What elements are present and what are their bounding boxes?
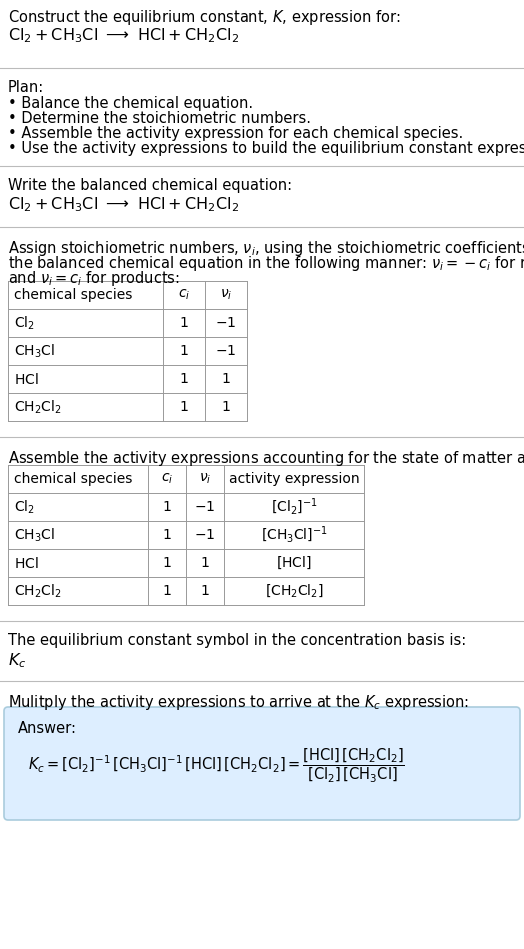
Text: 1: 1: [180, 344, 189, 358]
Text: $[\mathrm{CH_2Cl_2}]$: $[\mathrm{CH_2Cl_2}]$: [265, 583, 323, 600]
Text: Answer:: Answer:: [18, 721, 77, 736]
Text: 1: 1: [180, 316, 189, 330]
Text: $[\mathrm{Cl_2}]^{-1}$: $[\mathrm{Cl_2}]^{-1}$: [271, 496, 318, 517]
Text: $c_i$: $c_i$: [178, 288, 190, 302]
Text: $\mathrm{CH_2Cl_2}$: $\mathrm{CH_2Cl_2}$: [14, 583, 62, 600]
Text: • Determine the stoichiometric numbers.: • Determine the stoichiometric numbers.: [8, 111, 311, 126]
Text: 1: 1: [162, 556, 171, 570]
Text: Assemble the activity expressions accounting for the state of matter and $\nu_i$: Assemble the activity expressions accoun…: [8, 449, 524, 468]
Text: 1: 1: [162, 528, 171, 542]
Text: chemical species: chemical species: [14, 288, 133, 302]
Text: $\mathrm{CH_3Cl}$: $\mathrm{CH_3Cl}$: [14, 527, 55, 544]
Text: $\mathrm{CH_3Cl}$: $\mathrm{CH_3Cl}$: [14, 343, 55, 360]
Text: Plan:: Plan:: [8, 80, 44, 95]
Text: The equilibrium constant symbol in the concentration basis is:: The equilibrium constant symbol in the c…: [8, 633, 466, 648]
Text: $c_i$: $c_i$: [161, 472, 173, 486]
Text: 1: 1: [180, 372, 189, 386]
Text: • Assemble the activity expression for each chemical species.: • Assemble the activity expression for e…: [8, 126, 463, 141]
Text: $-1$: $-1$: [194, 500, 215, 514]
Text: Assign stoichiometric numbers, $\nu_i$, using the stoichiometric coefficients, $: Assign stoichiometric numbers, $\nu_i$, …: [8, 239, 524, 258]
FancyBboxPatch shape: [4, 707, 520, 820]
Text: $[\mathrm{CH_3Cl}]^{-1}$: $[\mathrm{CH_3Cl}]^{-1}$: [260, 525, 328, 545]
Text: $1$: $1$: [221, 372, 231, 386]
Text: 1: 1: [162, 500, 171, 514]
Text: the balanced chemical equation in the following manner: $\nu_i = -c_i$ for react: the balanced chemical equation in the fo…: [8, 254, 524, 273]
Text: $\nu_i$: $\nu_i$: [220, 288, 232, 302]
Text: $\nu_i$: $\nu_i$: [199, 472, 211, 486]
Text: $1$: $1$: [200, 584, 210, 598]
Text: $[\mathrm{HCl}]$: $[\mathrm{HCl}]$: [276, 555, 312, 571]
Text: chemical species: chemical species: [14, 472, 133, 486]
Text: activity expression: activity expression: [228, 472, 359, 486]
Text: $\mathrm{Cl_2 + CH_3Cl \ \longrightarrow \ HCl + CH_2Cl_2}$: $\mathrm{Cl_2 + CH_3Cl \ \longrightarrow…: [8, 195, 239, 214]
Text: 1: 1: [180, 400, 189, 414]
Text: 1: 1: [162, 584, 171, 598]
Text: and $\nu_i = c_i$ for products:: and $\nu_i = c_i$ for products:: [8, 269, 180, 288]
Text: $K_c$: $K_c$: [8, 651, 26, 670]
Text: $-1$: $-1$: [194, 528, 215, 542]
Text: Construct the equilibrium constant, $K$, expression for:: Construct the equilibrium constant, $K$,…: [8, 8, 401, 27]
Text: $\mathrm{HCl}$: $\mathrm{HCl}$: [14, 555, 39, 570]
Text: • Balance the chemical equation.: • Balance the chemical equation.: [8, 96, 253, 111]
Text: $K_c = [\mathrm{Cl_2}]^{-1}\,[\mathrm{CH_3Cl}]^{-1}\,[\mathrm{HCl}]\,[\mathrm{CH: $K_c = [\mathrm{Cl_2}]^{-1}\,[\mathrm{CH…: [28, 746, 405, 784]
Text: $\mathrm{Cl_2}$: $\mathrm{Cl_2}$: [14, 498, 35, 515]
Text: $-1$: $-1$: [215, 316, 237, 330]
Text: $-1$: $-1$: [215, 344, 237, 358]
Text: • Use the activity expressions to build the equilibrium constant expression.: • Use the activity expressions to build …: [8, 141, 524, 156]
Text: $1$: $1$: [221, 400, 231, 414]
Text: $\mathrm{Cl_2}$: $\mathrm{Cl_2}$: [14, 314, 35, 332]
Text: $\mathrm{HCl}$: $\mathrm{HCl}$: [14, 371, 39, 386]
Text: Mulitply the activity expressions to arrive at the $K_c$ expression:: Mulitply the activity expressions to arr…: [8, 693, 469, 712]
Text: $1$: $1$: [200, 556, 210, 570]
Text: Write the balanced chemical equation:: Write the balanced chemical equation:: [8, 178, 292, 193]
Text: $\mathrm{Cl_2 + CH_3Cl \ \longrightarrow \ HCl + CH_2Cl_2}$: $\mathrm{Cl_2 + CH_3Cl \ \longrightarrow…: [8, 26, 239, 45]
Text: $\mathrm{CH_2Cl_2}$: $\mathrm{CH_2Cl_2}$: [14, 399, 62, 416]
